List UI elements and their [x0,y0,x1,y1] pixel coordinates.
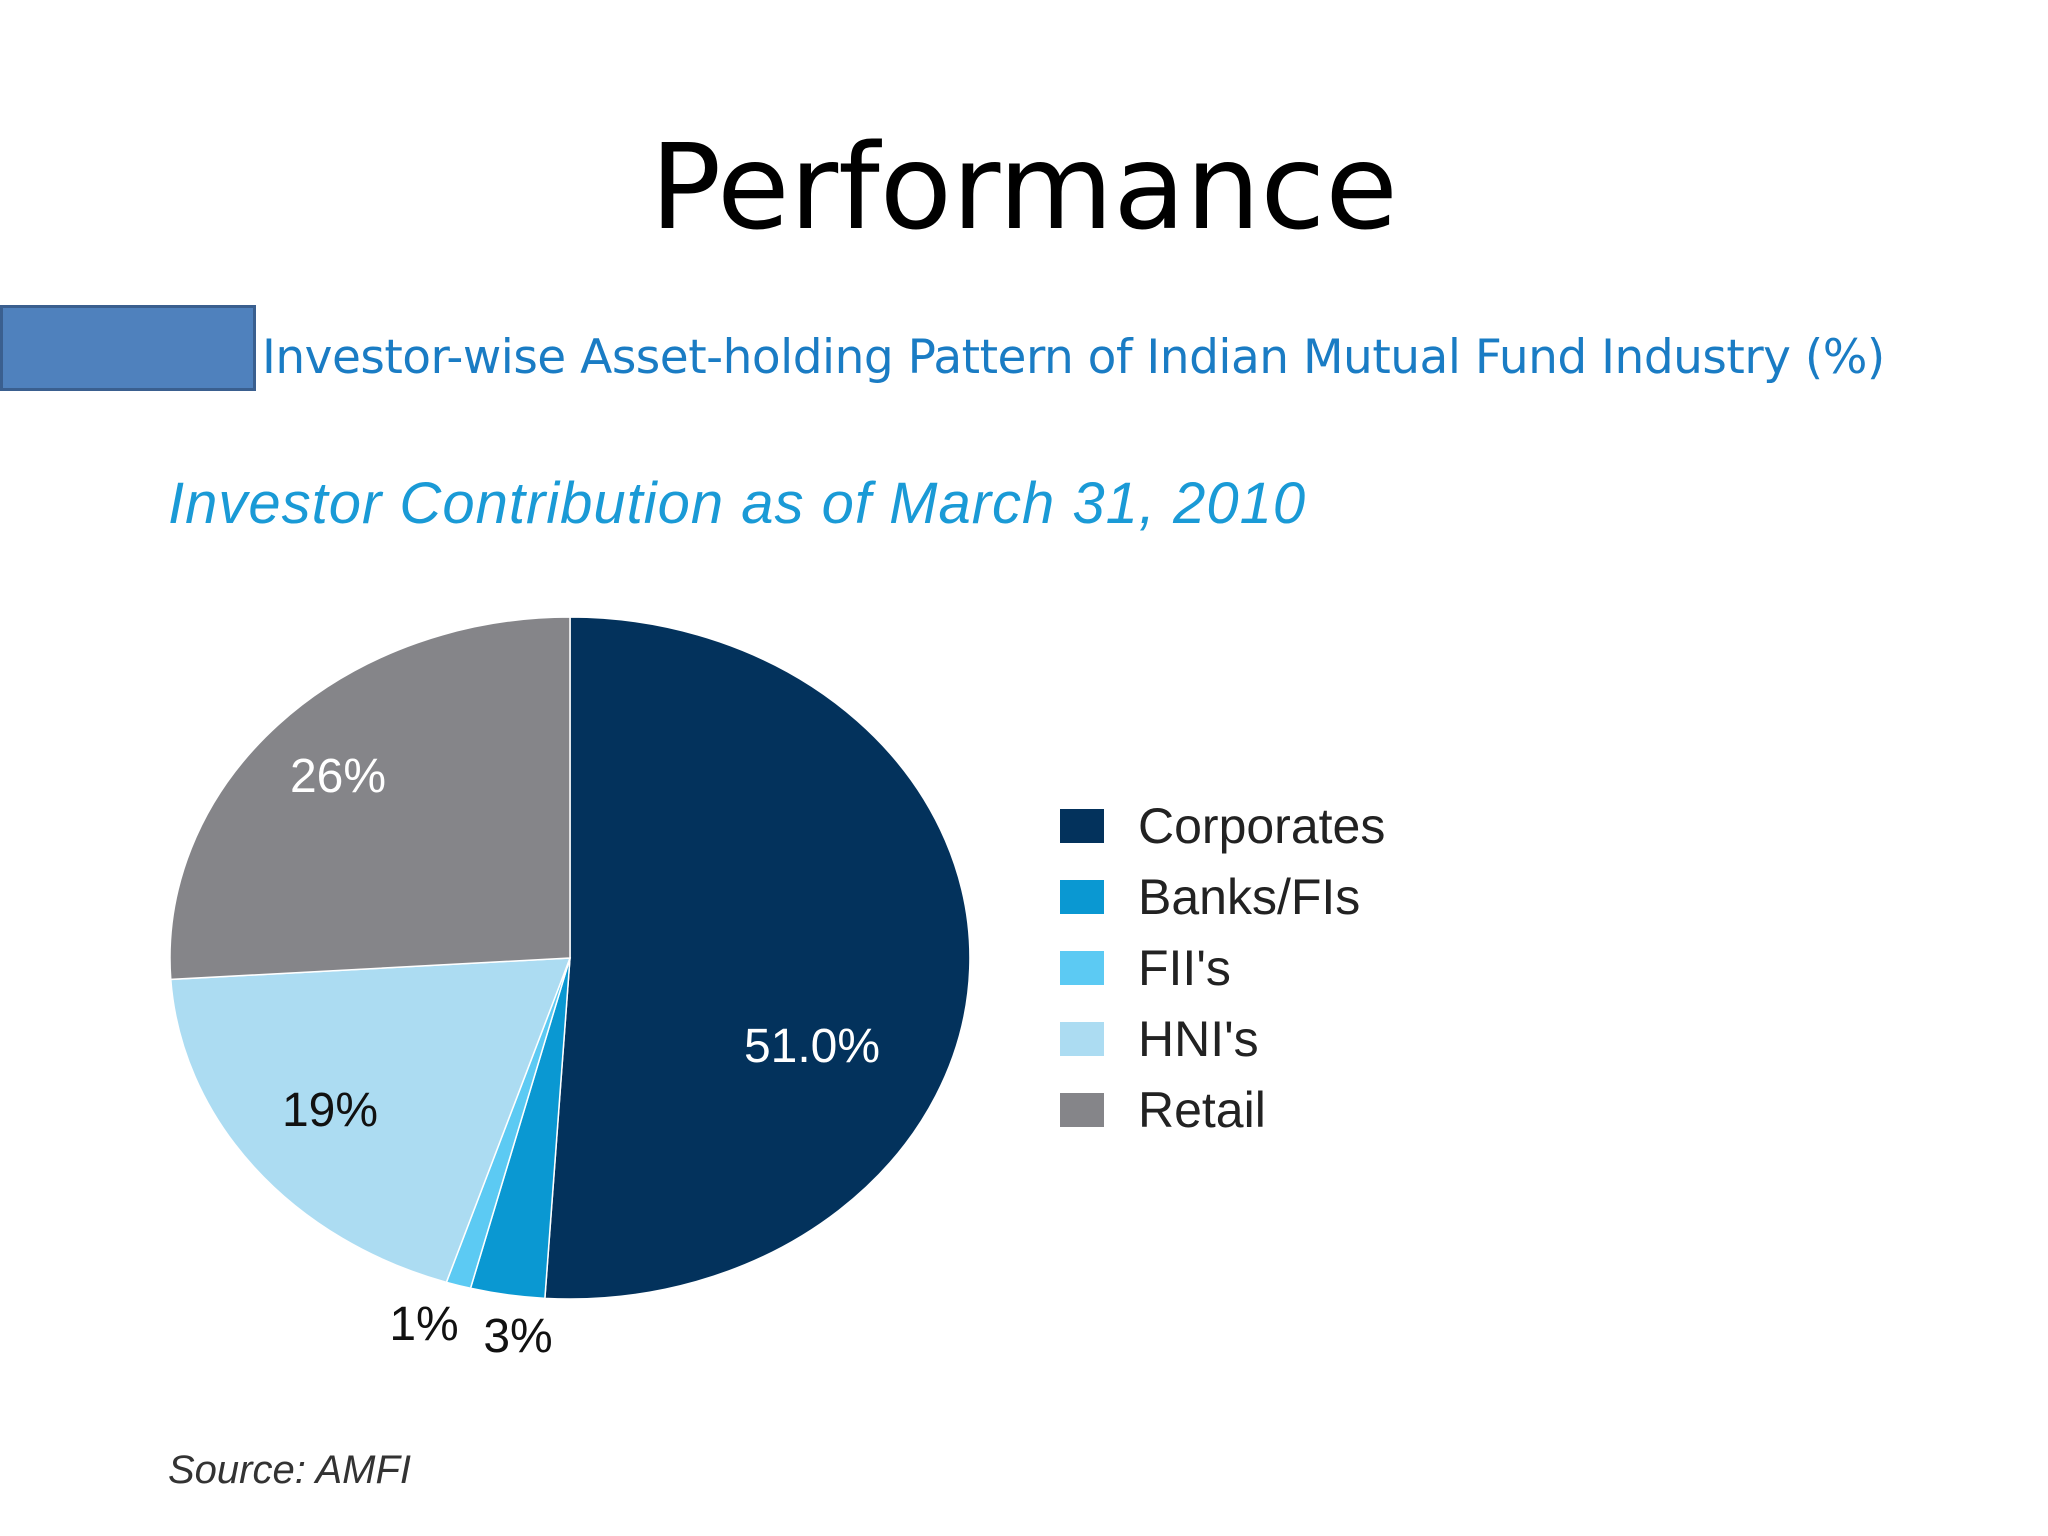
data-label-banks-fis: 3% [483,1310,552,1363]
legend-swatch-banks-fis [1060,879,1104,914]
legend-label-fii-s: FII's [1138,939,1231,996]
legend-item-banks-fis: Banks/FIs [1060,861,1385,932]
data-label-corporates: 51.0% [744,1020,880,1073]
pie-slice-retail [169,616,571,981]
legend-swatch-fii-s [1060,950,1104,985]
legend-item-corporates: Corporates [1060,790,1385,861]
data-label-hni-s: 19% [282,1084,378,1137]
legend-item-hni-s: HNI's [1060,1003,1385,1074]
source-note: Source: AMFI [168,1448,412,1492]
pie-slice-hni-s [169,957,572,1284]
legend-swatch-hni-s [1060,1021,1104,1056]
accent-rectangle [0,305,256,391]
legend-item-fii-s: FII's [1060,932,1385,1003]
legend-label-corporates: Corporates [1138,797,1386,854]
pie-slice-corporates [544,616,971,1300]
slide-title: Performance [650,118,1398,256]
legend-swatch-corporates [1060,808,1104,843]
legend-label-retail: Retail [1138,1081,1266,1138]
legend-label-hni-s: HNI's [1138,1010,1259,1067]
data-label-retail: 26% [290,750,386,803]
data-label-fii-s: 1% [389,1298,458,1351]
slide-subtitle: Investor-wise Asset-holding Pattern of I… [262,330,1885,385]
chart-legend: Corporates Banks/FIs FII's HNI's Retail [1060,790,1385,1145]
legend-swatch-retail [1060,1092,1104,1127]
chart-title: Investor Contribution as of March 31, 20… [168,471,1307,536]
legend-label-banks-fis: Banks/FIs [1138,868,1361,925]
legend-item-retail: Retail [1060,1074,1385,1145]
